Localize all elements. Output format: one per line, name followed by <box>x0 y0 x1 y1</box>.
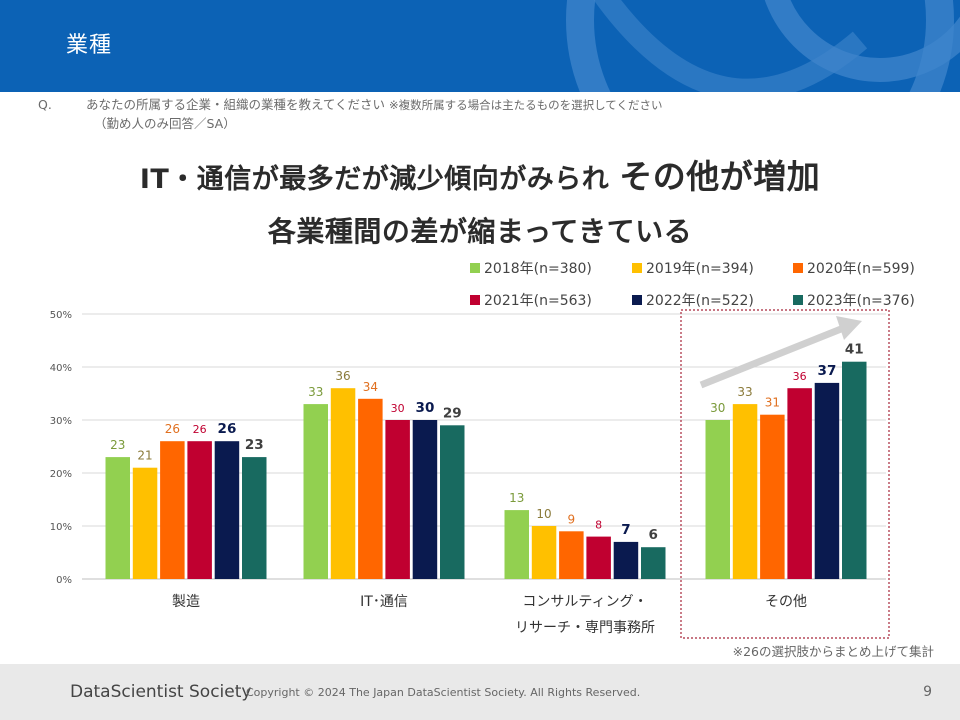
bar-value-label: 21 <box>137 449 152 463</box>
bar <box>787 388 812 579</box>
bar <box>105 457 130 579</box>
bar-value-label: 36 <box>793 370 807 383</box>
legend-item: 2021年(n=563) <box>470 290 592 310</box>
legend-swatch <box>632 295 642 305</box>
bar-value-label: 30 <box>710 401 725 415</box>
bar <box>330 388 356 579</box>
bar-value-label: 30 <box>391 402 405 415</box>
bar <box>760 414 785 579</box>
bar-value-label: 33 <box>308 385 323 399</box>
page-number: 9 <box>923 684 932 700</box>
legend-item: 2023年(n=376) <box>793 290 915 310</box>
bar-value-label: 26 <box>165 422 180 436</box>
question-text: あなたの所属する企業・組織の業種を教えてください <box>86 97 386 112</box>
bar-value-label: 29 <box>443 405 462 421</box>
bar-value-label: 26 <box>193 423 207 436</box>
highlight-box <box>680 309 890 639</box>
bar-value-label: 33 <box>737 385 752 399</box>
bar-value-label: 30 <box>416 400 435 416</box>
bar-value-label: 9 <box>568 512 576 526</box>
headline-part2: その他が増加 <box>619 157 821 196</box>
y-tick-label: 20% <box>50 469 72 480</box>
footnote: ※26の選択肢からまとめ上げて集計 <box>732 644 934 659</box>
bar <box>814 382 840 579</box>
bar-value-label: 23 <box>110 438 125 452</box>
bar-value-label: 37 <box>818 363 837 379</box>
legend-swatch <box>793 295 803 305</box>
bar-value-label: 34 <box>363 380 378 394</box>
y-tick-label: 30% <box>50 416 72 427</box>
x-category-label: リサーチ・専門事務所 <box>515 620 655 636</box>
question-mark: Q. <box>38 97 52 112</box>
bar <box>504 510 529 579</box>
bar <box>214 441 240 579</box>
bar <box>187 441 212 579</box>
bar <box>132 467 158 579</box>
y-tick-label: 40% <box>50 363 72 374</box>
legend-label: 2020年(n=599) <box>807 261 915 277</box>
legend-swatch <box>793 263 803 273</box>
question-text-line: あなたの所属する企業・組織の業種を教えてください ※複数所属する場合は主たるもの… <box>86 96 662 114</box>
question-sub: （勤め人のみ回答／SA） <box>94 116 236 131</box>
bar-value-label: 26 <box>218 421 237 437</box>
legend-label: 2023年(n=376) <box>807 293 915 309</box>
page-title: 業種 <box>66 33 113 58</box>
x-category-label: コンサルティング・ <box>522 594 647 610</box>
legend-label: 2018年(n=380) <box>484 261 592 277</box>
bar <box>358 398 383 579</box>
legend-item: 2020年(n=599) <box>793 258 915 278</box>
y-tick-label: 0% <box>56 575 72 586</box>
x-category-label: 製造 <box>172 594 200 610</box>
legend-swatch <box>470 263 480 273</box>
trend-arrow-head <box>836 316 862 340</box>
bar-value-label: 31 <box>765 396 780 410</box>
header-bar: 業種 <box>0 0 960 92</box>
legend-swatch <box>632 263 642 273</box>
bar <box>559 531 584 579</box>
bar-value-label: 8 <box>595 519 602 532</box>
bar <box>160 441 185 579</box>
footer-copyright: Copyright © 2024 The Japan DataScientist… <box>246 686 641 699</box>
footer-bar: DataScientist Society Copyright © 2024 T… <box>0 664 960 720</box>
bar-value-label: 10 <box>536 507 551 521</box>
bar-value-label: 6 <box>649 527 658 543</box>
x-category-label: IT･通信 <box>360 594 408 610</box>
y-tick-label: 10% <box>50 522 72 533</box>
trend-arrow-shaft <box>699 325 843 389</box>
question-note: ※複数所属する場合は主たるものを選択してください <box>389 98 663 112</box>
headline-part1: IT・通信が最多だが減少傾向がみられ <box>139 164 610 195</box>
bar-value-label: 13 <box>509 491 524 505</box>
legend-item: 2018年(n=380) <box>470 258 592 278</box>
legend-label: 2021年(n=563) <box>484 293 592 309</box>
bar <box>705 420 730 579</box>
decorative-logo-arcs <box>566 0 960 92</box>
bar <box>412 420 438 579</box>
bar <box>842 361 867 579</box>
legend-label: 2019年(n=394) <box>646 261 754 277</box>
legend-label: 2022年(n=522) <box>646 293 754 309</box>
headline-line2: 各業種間の差が縮まってきている <box>267 215 693 248</box>
bar <box>242 457 267 579</box>
bar-value-label: 36 <box>335 369 350 383</box>
bar <box>303 404 328 579</box>
bar <box>586 536 611 579</box>
bar-value-label: 7 <box>621 522 630 538</box>
bar <box>440 425 465 579</box>
bar <box>732 404 758 579</box>
bar-chart: 0% 10% 20% 30% 40% 50% 23 33 13 30 21 36 10 33 26 34 9 31… <box>50 309 890 639</box>
x-category-label: その他 <box>765 594 807 610</box>
y-tick-label: 50% <box>50 310 72 321</box>
legend-swatch <box>470 295 480 305</box>
bar-value-label: 41 <box>845 342 864 358</box>
headline-line1: IT・通信が最多だが減少傾向がみられ その他が増加 <box>0 150 960 198</box>
bar <box>531 526 557 579</box>
legend-item: 2022年(n=522) <box>632 290 754 310</box>
bar-value-label: 23 <box>245 437 264 453</box>
footer-logo: DataScientist Society <box>70 682 252 702</box>
bar <box>385 420 410 579</box>
bar <box>613 541 639 579</box>
bar <box>641 547 666 579</box>
legend-item: 2019年(n=394) <box>632 258 754 278</box>
